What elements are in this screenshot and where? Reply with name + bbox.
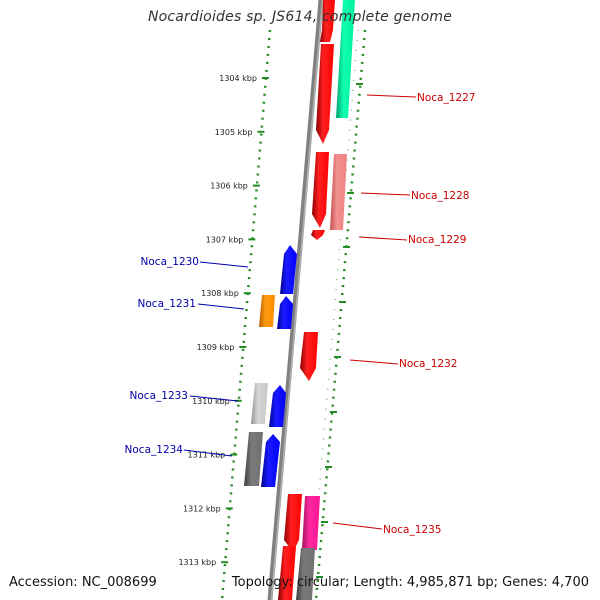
- scale-label: 1311 kbp: [188, 451, 226, 460]
- gene-bottom-gray: [296, 548, 315, 600]
- scale-label: 1307 kbp: [206, 235, 244, 244]
- gene-noca-1231: [259, 295, 275, 327]
- gene-noca-1235: [284, 494, 302, 552]
- scale-label: 1304 kbp: [219, 74, 257, 83]
- gene-noca-1235-pink: [302, 496, 320, 550]
- gene-noca-1232: [300, 332, 318, 381]
- gene-noca-1227: [316, 44, 334, 144]
- scale-label: 1313 kbp: [178, 558, 216, 567]
- gene-noca-1229: [311, 230, 325, 240]
- gene-label-noca-1233: Noca_1233: [130, 390, 188, 402]
- genome-backbone-highlight: [270, 0, 324, 600]
- genome-backbone: [267, 0, 324, 600]
- scale-label: 1310 kbp: [192, 397, 230, 406]
- accession-text: Accession: NC_008699: [9, 575, 157, 590]
- gene-label-noca-1227: Noca_1227: [417, 92, 475, 104]
- gene-noca-1234-blue: [261, 434, 280, 487]
- scale-label: 1312 kbp: [183, 504, 221, 513]
- gene-labels-right: Noca_1227 Noca_1228 Noca_1229 Noca_1232 …: [383, 92, 475, 536]
- gene-noca-1233-blue: [269, 385, 286, 427]
- gene-label-noca-1235: Noca_1235: [383, 524, 441, 536]
- gene-noca-1228-red: [312, 152, 329, 228]
- gene-noca-1231-blue: [277, 296, 293, 329]
- scale-label: 1309 kbp: [197, 343, 235, 352]
- map-title: Nocardioides sp. JS614, complete genome: [147, 9, 453, 25]
- gene-noca-1226: [320, 0, 335, 42]
- gene-label-noca-1232: Noca_1232: [399, 358, 457, 370]
- gene-label-noca-1231: Noca_1231: [138, 298, 196, 310]
- scale-ticks: [221, 77, 269, 564]
- gene-label-noca-1228: Noca_1228: [411, 190, 469, 202]
- scale-labels: 1304 kbp 1305 kbp 1306 kbp 1307 kbp 1308 kbp…: [178, 74, 256, 567]
- right-track-ticks: [316, 83, 363, 578]
- gene-noca-1228: [330, 154, 347, 230]
- label-leaders-left: [183, 261, 249, 457]
- gene-noca-1234: [244, 432, 263, 486]
- gene-label-noca-1229: Noca_1229: [408, 234, 466, 246]
- gene-bottom-red: [278, 546, 296, 600]
- gene-noca-1230: [280, 245, 297, 294]
- genes-forward: [278, 0, 355, 600]
- gene-labels-left: Noca_1230 Noca_1231 Noca_1233 Noca_1234: [125, 256, 199, 456]
- topology-text: Topology: circular; Length: 4,985,871 bp…: [231, 575, 589, 590]
- gene-label-noca-1234: Noca_1234: [125, 444, 184, 456]
- gene-noca-1233: [251, 383, 268, 424]
- label-leaders-right: [332, 94, 417, 530]
- scale-label: 1305 kbp: [215, 128, 253, 137]
- scale-label: 1306 kbp: [210, 182, 248, 191]
- gene-noca-1227-rna: [336, 0, 355, 118]
- scale-label: 1308 kbp: [201, 289, 239, 298]
- genes-reverse: [244, 245, 297, 487]
- gene-label-noca-1230: Noca_1230: [141, 256, 199, 268]
